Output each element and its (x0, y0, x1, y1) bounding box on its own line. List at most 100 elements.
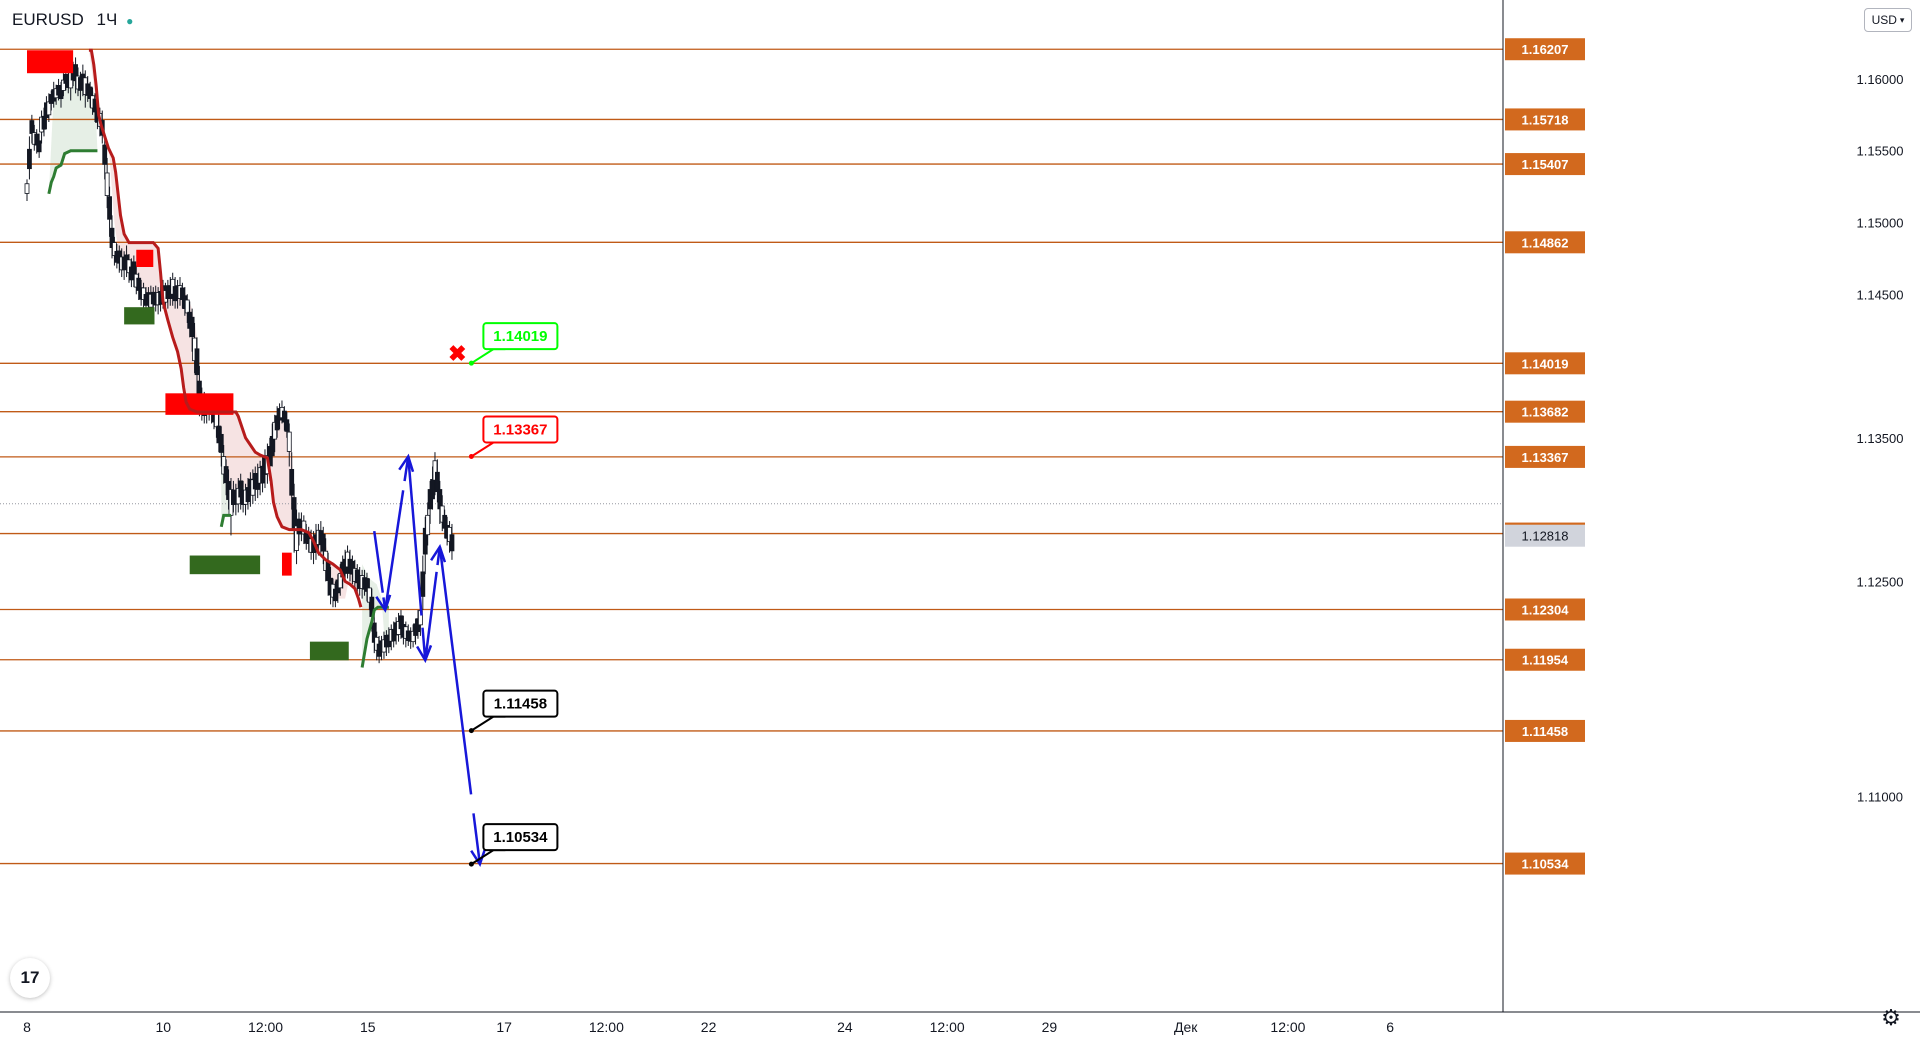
level-badge-label: 1.11458 (1522, 724, 1568, 739)
current-price-label: 1.12818 (1522, 529, 1569, 544)
time-tick-label: 29 (1042, 1019, 1058, 1035)
candle-body (194, 348, 200, 376)
time-tick-label: 12:00 (930, 1019, 965, 1035)
candle-body (325, 560, 331, 582)
forecast-segment (383, 490, 405, 611)
symbol-name: EURUSD (12, 10, 84, 29)
forecast-segment (407, 456, 423, 616)
callout-box (482, 322, 559, 351)
supply-zone (165, 393, 234, 415)
chevron-down-icon: ▾ (1899, 14, 1905, 25)
callout-label: 1.13367 (493, 421, 547, 438)
candle-body (320, 533, 326, 552)
candle-body (104, 172, 110, 196)
bear-trail-line (88, 48, 363, 608)
callout-label: 1.14019 (493, 328, 547, 345)
candle-body (286, 431, 292, 452)
time-tick-label: 15 (360, 1019, 376, 1035)
forecast-arrowhead (470, 848, 487, 867)
forecast-segment (472, 813, 482, 865)
candle-body (289, 468, 295, 496)
level-badge (1505, 352, 1585, 375)
logo-text: 17 (20, 968, 40, 987)
level-badge (1505, 231, 1585, 254)
price-tick-label: 1.15500 (1857, 144, 1904, 159)
level-badge-label: 1.13682 (1522, 405, 1569, 420)
level-badge (1505, 719, 1585, 742)
callout-anchor (468, 728, 474, 734)
price-axis: 1.16000 1.15500 1.15000 1.14500 1.13500 1.125… (1502, 0, 1920, 1012)
time-tick-label: 22 (701, 1019, 717, 1035)
level-badge (1505, 445, 1585, 468)
level-badge (1505, 400, 1585, 423)
level-badge-label: 1.13367 (1522, 450, 1569, 465)
price-tick-label: 1.16000 (1857, 72, 1904, 87)
callout-anchor (468, 453, 474, 459)
level-badge (1505, 852, 1585, 875)
supply-zone (136, 249, 154, 267)
candle-body (430, 479, 435, 500)
price-tick-label: 1.11000 (1857, 790, 1903, 805)
time-tick-label: 17 (496, 1019, 512, 1035)
forecast-segment (424, 571, 438, 661)
price-tick-label: 1.13500 (1857, 431, 1904, 446)
candle-body (223, 466, 229, 484)
level-badge-label: 1.12304 (1522, 602, 1570, 617)
bull-trail-line (219, 513, 231, 528)
candle-body (284, 419, 290, 432)
callout-label: 1.10534 (493, 829, 548, 846)
callout-box (482, 415, 559, 444)
currency-value: USD (1871, 13, 1897, 27)
time-tick-label: 12:00 (1270, 1019, 1305, 1035)
interval-label[interactable]: 1Ч (96, 10, 118, 29)
supply-zone (281, 552, 292, 576)
callout-anchor (468, 360, 474, 366)
candle-body (218, 433, 224, 453)
candle-body (29, 120, 35, 134)
forecast-segment (438, 546, 473, 795)
level-badge-label: 1.14862 (1522, 235, 1569, 250)
level-badge (1505, 108, 1585, 131)
zones (27, 50, 349, 661)
tradingview-logo[interactable]: 17 (10, 958, 50, 998)
demand-zone (189, 555, 261, 575)
gear-icon[interactable]: ⚙ (1878, 1005, 1904, 1031)
level-badge (1505, 598, 1585, 621)
bull-trail-line (47, 149, 98, 195)
time-tick-label: Дек (1174, 1019, 1198, 1035)
currency-selector[interactable]: USD ▾ (1864, 8, 1912, 32)
candle-body (27, 148, 32, 170)
candle-body (425, 514, 431, 536)
supply-zone (27, 50, 74, 74)
level-badge-label: 1.15407 (1522, 157, 1569, 172)
time-tick-label: 6 (1386, 1019, 1394, 1035)
time-tick-label: 12:00 (248, 1019, 283, 1035)
symbol-header[interactable]: EURUSD 1Ч ● (12, 10, 133, 30)
candle-body (449, 534, 455, 552)
horizontal-levels (0, 48, 1503, 865)
bull-trail-line (360, 605, 389, 668)
current-price-badge (1505, 524, 1585, 547)
price-tick-label: 1.12500 (1857, 574, 1904, 589)
close-icon: ✖ (448, 341, 466, 366)
time-tick-label: 10 (156, 1019, 172, 1035)
time-tick-label: 8 (23, 1019, 31, 1035)
price-tick-label: 1.15000 (1857, 215, 1904, 230)
level-badge (1505, 38, 1585, 61)
level-badge (1505, 648, 1585, 671)
price-tick-label: 1.14500 (1857, 287, 1904, 302)
callout-anchor (468, 861, 474, 867)
trail-lines (47, 48, 389, 668)
candle-body (24, 183, 30, 194)
level-badge-label: 1.15718 (1522, 112, 1569, 127)
level-badge-label: 1.10534 (1522, 857, 1570, 872)
candle-body (189, 316, 195, 338)
candle-body (291, 497, 297, 529)
candle-body (36, 140, 42, 153)
demand-zone (124, 307, 155, 325)
candle-body (420, 571, 426, 597)
time-axis: 8 10 12:00 15 17 12:00 22 24 12:00 29 Дек 12:00 6 (0, 1011, 1920, 1035)
callout-label: 1.11458 (494, 696, 547, 713)
level-badge (1505, 153, 1585, 176)
